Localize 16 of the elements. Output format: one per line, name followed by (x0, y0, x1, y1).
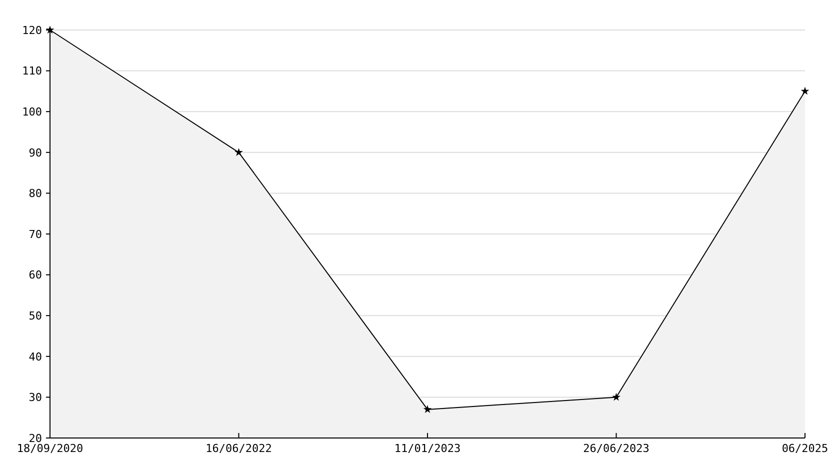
y-tick-label: 30 (28, 391, 42, 404)
x-tick-label: 16/06/2022 (206, 442, 272, 455)
y-tick-label: 110 (22, 64, 42, 78)
y-tick-label: 50 (28, 309, 42, 322)
x-tick-label: 18/09/2020 (16, 442, 84, 455)
y-tick-label: 60 (28, 268, 42, 282)
y-tick-label: 40 (28, 350, 42, 364)
y-tick-label: 70 (28, 228, 42, 241)
y-tick-label: 80 (28, 187, 42, 200)
x-tick-label: 11/01/2023 (394, 442, 461, 455)
y-tick-label: 100 (22, 105, 42, 118)
y-tick-label: 20 (28, 432, 42, 445)
y-tick-label: 120 (22, 24, 42, 37)
x-tick-label: 06/2025 (782, 442, 828, 455)
y-tick-label: 90 (28, 146, 42, 160)
x-tick-label: 26/06/2023 (583, 442, 650, 455)
